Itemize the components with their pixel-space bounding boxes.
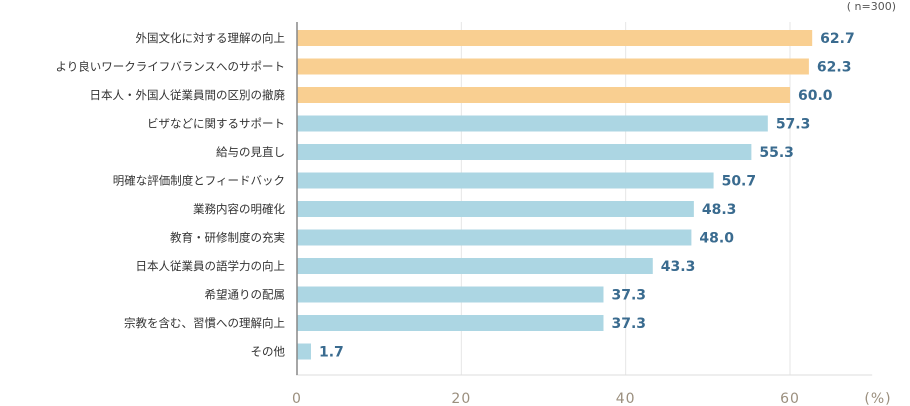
- value-label-7: 48.3: [702, 202, 737, 218]
- value-label-2: 62.3: [817, 60, 852, 76]
- bar-11: [297, 315, 604, 331]
- category-label-3: 日本人・外国人従業員間の区別の撤廃: [90, 88, 286, 102]
- value-label-6: 50.7: [722, 174, 757, 190]
- bar-4: [297, 115, 768, 132]
- value-label-12: 1.7: [319, 345, 344, 361]
- category-label-2: より良いワークライフバランスへのサポート: [55, 60, 285, 74]
- bar-10: [297, 286, 604, 303]
- value-label-4: 57.3: [776, 117, 811, 133]
- category-label-9: 日本人従業員の語学力の向上: [136, 259, 286, 273]
- bar-6: [297, 172, 714, 189]
- bar-8: [297, 229, 692, 246]
- bar-1: [297, 30, 813, 46]
- value-label-3: 60.0: [798, 88, 833, 104]
- x-tick-label-20: 20: [451, 391, 471, 406]
- category-label-8: 教育・研修制度の充実: [170, 231, 285, 245]
- bar-2: [297, 58, 809, 75]
- category-label-6: 明確な評価制度とフィードバック: [113, 174, 285, 188]
- bar-7: [297, 201, 694, 217]
- bar-3: [297, 87, 790, 103]
- value-label-9: 43.3: [661, 259, 696, 275]
- bar-9: [297, 258, 653, 274]
- category-label-1: 外国文化に対する理解の向上: [136, 31, 286, 45]
- x-tick-label-0: 0: [292, 391, 302, 406]
- value-label-11: 37.3: [611, 316, 646, 332]
- x-tick-label-60: 60: [780, 391, 800, 406]
- value-label-5: 55.3: [759, 145, 794, 161]
- category-label-7: 業務内容の明確化: [193, 202, 285, 216]
- category-label-11: 宗教を含む、習慣への理解向上: [124, 316, 285, 330]
- x-unit-label: (%): [864, 391, 891, 406]
- x-tick-label-40: 40: [616, 391, 636, 406]
- category-label-4: ビザなどに関するサポート: [147, 117, 285, 131]
- sample-size-note: ( n=300): [846, 0, 896, 13]
- category-label-10: 希望通りの配属: [205, 288, 286, 302]
- category-label-5: 給与の見直し: [216, 145, 285, 159]
- value-label-8: 48.0: [699, 231, 734, 247]
- value-label-1: 62.7: [820, 31, 855, 47]
- category-label-12: その他: [251, 345, 286, 359]
- bar-5: [297, 144, 752, 160]
- bar-12: [297, 343, 311, 360]
- value-label-10: 37.3: [611, 288, 646, 304]
